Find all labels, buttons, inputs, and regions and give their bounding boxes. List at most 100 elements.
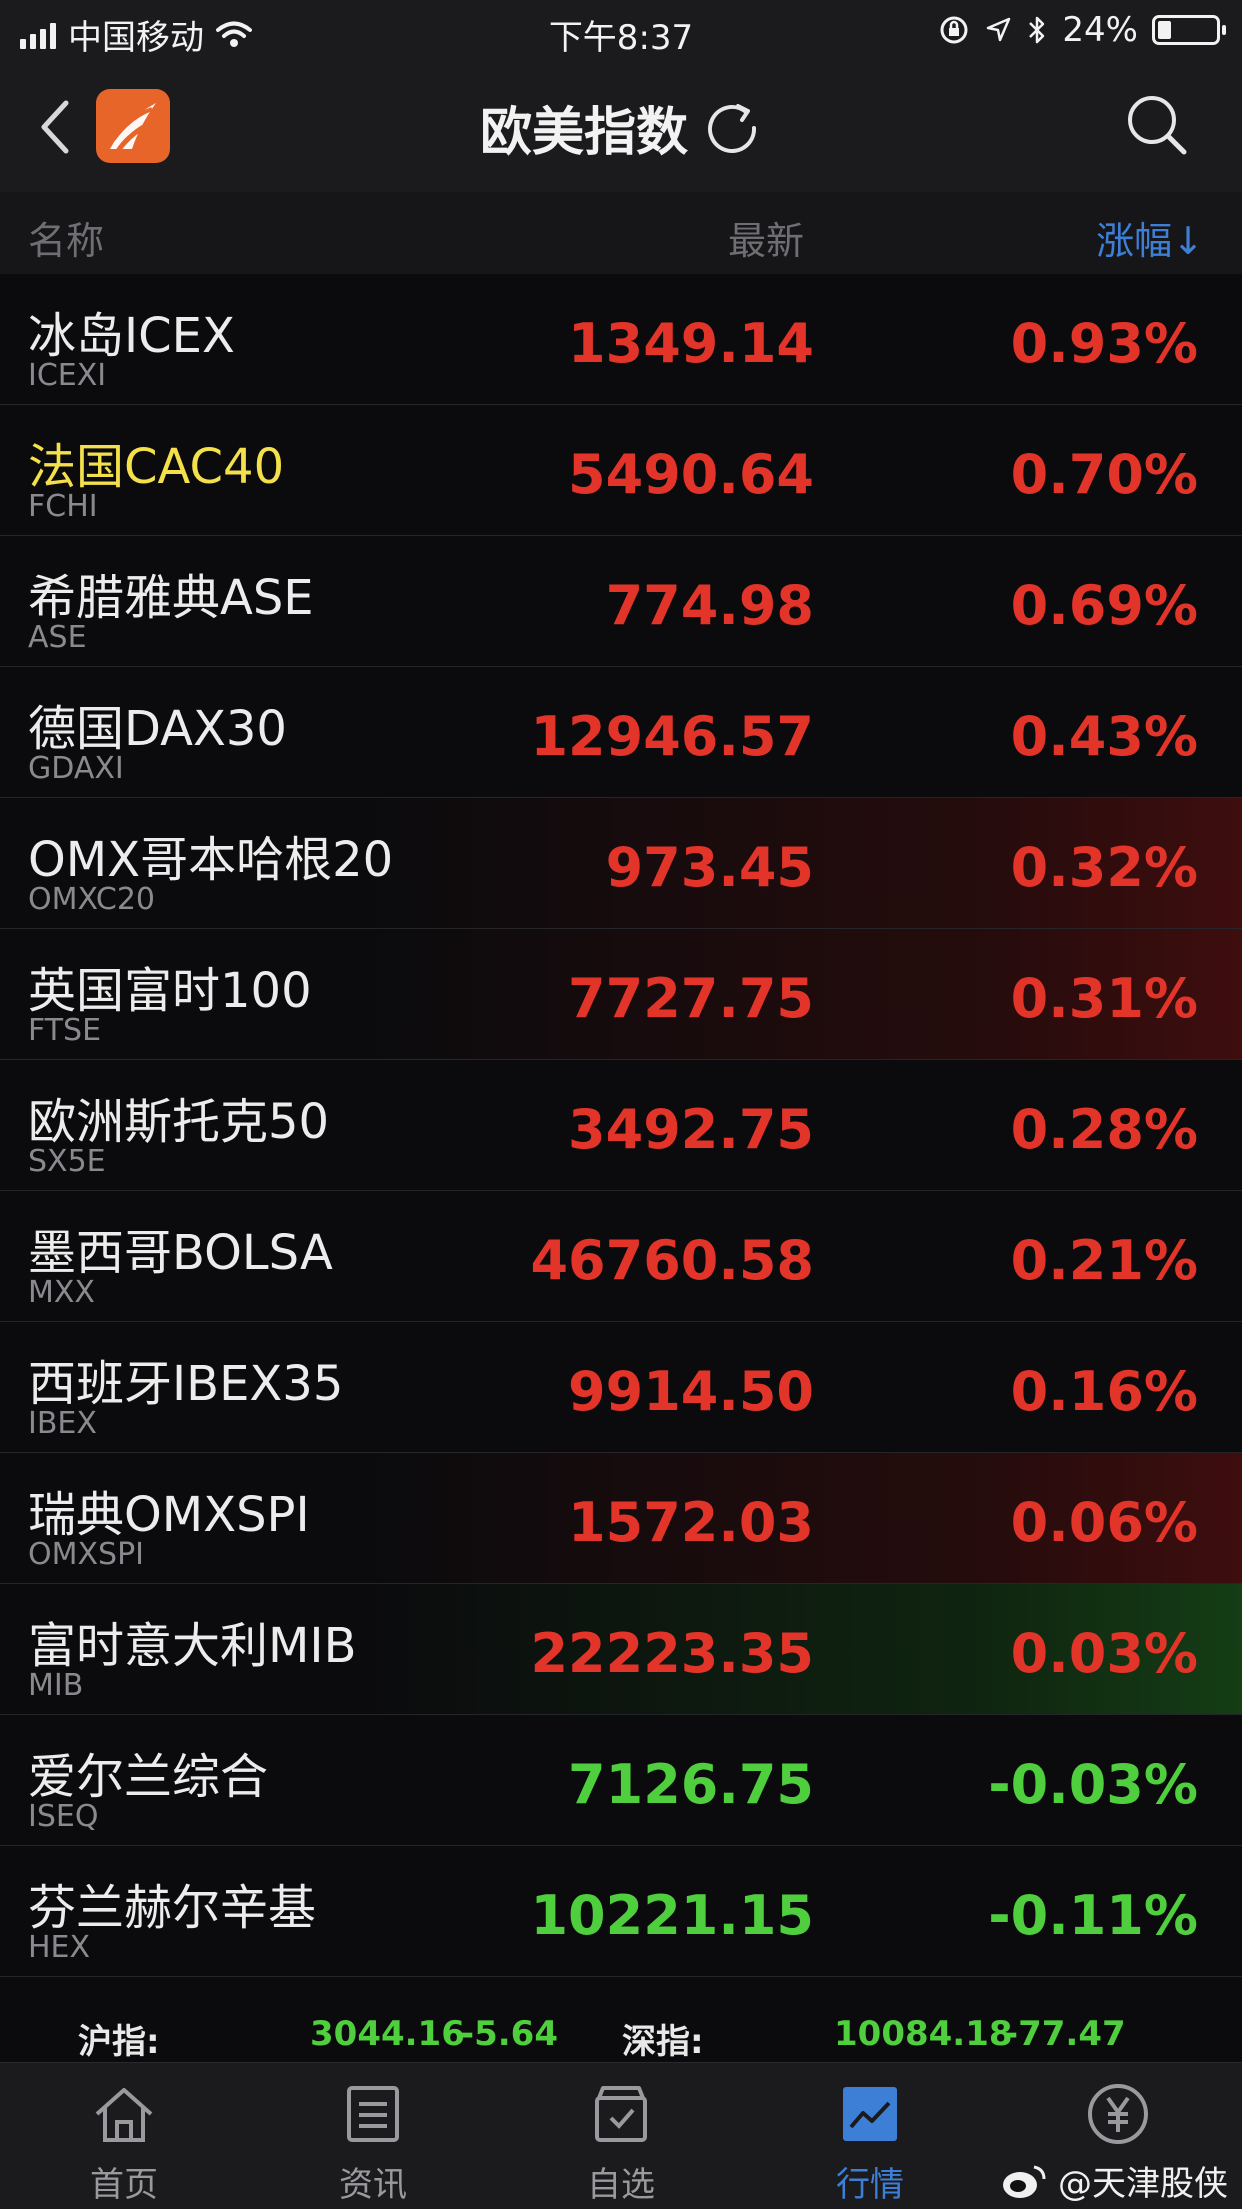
search-button[interactable] [1122,90,1192,160]
app-logo-icon[interactable] [96,89,170,163]
index-change-percent: -0.03% [988,1753,1198,1816]
index-row[interactable]: 英国富时100 FTSE 7727.75 0.31% [0,929,1242,1060]
index-name: 冰岛ICEX [28,308,235,364]
tab-market[interactable]: 行情 [790,2081,950,2206]
tab-watchlist[interactable]: 自选 [541,2081,701,2206]
column-latest-header[interactable]: 最新 [728,219,805,263]
index-price: 5490.64 [568,443,814,506]
index-name: 希腊雅典ASE [28,570,314,626]
index-row[interactable]: 爱尔兰综合 ISEQ 7126.75 -0.03% [0,1715,1242,1846]
index-row[interactable]: 芬兰赫尔辛基 HEX 10221.15 -0.11% [0,1846,1242,1977]
index-name: 富时意大利MIB [28,1618,357,1674]
index-change-percent: 0.43% [1010,705,1198,768]
index-row[interactable]: 德国DAX30 GDAXI 12946.57 0.43% [0,667,1242,798]
news-icon [347,2086,399,2142]
index-name: 西班牙IBEX35 [28,1356,344,1412]
status-time: 下午8:37 [548,18,694,58]
back-button[interactable] [36,92,80,162]
tab-watchlist-label: 自选 [587,2165,655,2205]
search-icon [1128,96,1187,155]
index-row[interactable]: 希腊雅典ASE ASE 774.98 0.69% [0,536,1242,667]
status-bar: 中国移动 下午8:37 24% [0,0,1242,62]
index-name: 德国DAX30 [28,701,287,757]
sz-index-label: 深指: [622,2022,704,2062]
index-price: 9914.50 [568,1360,814,1423]
tab-news-label: 资讯 [339,2165,407,2205]
index-row[interactable]: 富时意大利MIB MIB 22223.35 0.03% [0,1584,1242,1715]
index-row[interactable]: 瑞典OMXSPI OMXSPI 1572.03 0.06% [0,1453,1242,1584]
status-right: 24% [938,10,1226,50]
index-price: 1349.14 [568,312,814,375]
index-list: 冰岛ICEX ICEXI 1349.14 0.93% 法国CAC40 FCHI 5490.6… [0,274,1242,1977]
index-price: 10221.15 [530,1884,814,1947]
status-left: 中国移动 [20,10,252,59]
index-code: FTSE [28,1013,102,1048]
watchlist-icon [595,2086,647,2142]
tab-home[interactable]: 首页 [44,2081,204,2206]
sz-index-value: 10084.18 [834,2014,1013,2054]
index-code: MXX [28,1275,95,1310]
index-row[interactable]: 冰岛ICEX ICEXI 1349.14 0.93% [0,274,1242,405]
wifi-icon [216,21,252,47]
chevron-left-icon [41,100,69,154]
index-name: 瑞典OMXSPI [28,1487,310,1543]
orientation-lock-icon [940,16,968,44]
index-name: 英国富时100 [28,963,312,1019]
index-code: GDAXI [28,751,124,786]
index-name: 爱尔兰综合 [28,1749,269,1805]
index-code: OMXC20 [28,882,155,917]
yen-icon [1088,2084,1148,2144]
index-price: 973.45 [605,836,814,899]
index-price: 22223.35 [530,1622,814,1685]
index-name: 墨西哥BOLSA [28,1225,333,1281]
index-price: 774.98 [605,574,814,637]
index-row[interactable]: 墨西哥BOLSA MXX 46760.58 0.21% [0,1191,1242,1322]
index-row[interactable]: OMX哥本哈根20 OMXC20 973.45 0.32% [0,798,1242,929]
weibo-logo-icon [1003,2165,1046,2198]
index-row[interactable]: 法国CAC40 FCHI 5490.64 0.70% [0,405,1242,536]
index-code: SX5E [28,1144,106,1179]
index-price: 7126.75 [568,1753,814,1816]
nav-bar: 欧美指数 [0,62,1242,192]
index-name: 芬兰赫尔辛基 [28,1880,317,1936]
index-row[interactable]: 欧洲斯托克50 SX5E 3492.75 0.28% [0,1060,1242,1191]
home-icon [95,2088,153,2142]
index-code: ISEQ [28,1799,99,1834]
bluetooth-icon [1029,16,1045,44]
index-change-percent: 0.06% [1010,1491,1198,1554]
watermark-text: @天津股侠 [1058,2164,1228,2204]
index-code: MIB [28,1668,84,1703]
index-code: OMXSPI [28,1537,145,1572]
title-wrap: 欧美指数 [0,90,1242,165]
column-header: 名称 最新 涨幅↓ [0,192,1242,274]
index-change-percent: -0.11% [988,1884,1198,1947]
index-code: IBEX [28,1406,97,1441]
index-code: ICEXI [28,358,107,393]
carrier-label: 中国移动 [68,18,204,58]
location-icon [987,17,1011,42]
index-name: 法国CAC40 [28,439,285,495]
index-change-percent: 0.16% [1010,1360,1198,1423]
index-change-percent: 0.69% [1010,574,1198,637]
index-code: FCHI [28,489,98,524]
refresh-icon[interactable] [702,98,762,158]
index-change-percent: 0.93% [1010,312,1198,375]
tab-market-label: 行情 [836,2165,904,2205]
sz-index-change: -77.47 [1004,2014,1126,2054]
column-change-sort-header[interactable]: 涨幅↓ [1096,219,1204,263]
index-name: 欧洲斯托克50 [28,1094,330,1150]
tab-finance[interactable] [1038,2081,1198,2147]
sh-index-value: 3044.16 [310,2014,465,2054]
tab-news[interactable]: 资讯 [293,2081,453,2206]
battery-percent: 24% [1062,10,1138,50]
tab-home-label: 首页 [90,2165,158,2205]
page-title: 欧美指数 [479,103,688,163]
column-name-header[interactable]: 名称 [28,219,105,263]
index-price: 46760.58 [530,1229,814,1292]
index-change-percent: 0.31% [1010,967,1198,1030]
index-change-percent: 0.28% [1010,1098,1198,1161]
index-row[interactable]: 西班牙IBEX35 IBEX 9914.50 0.16% [0,1322,1242,1453]
sh-index-change: -5.64 [460,2014,558,2054]
market-ticker: 沪指: 3044.16 -5.64 深指: 10084.18 -77.47 [0,2010,1242,2062]
index-price: 1572.03 [568,1491,814,1554]
